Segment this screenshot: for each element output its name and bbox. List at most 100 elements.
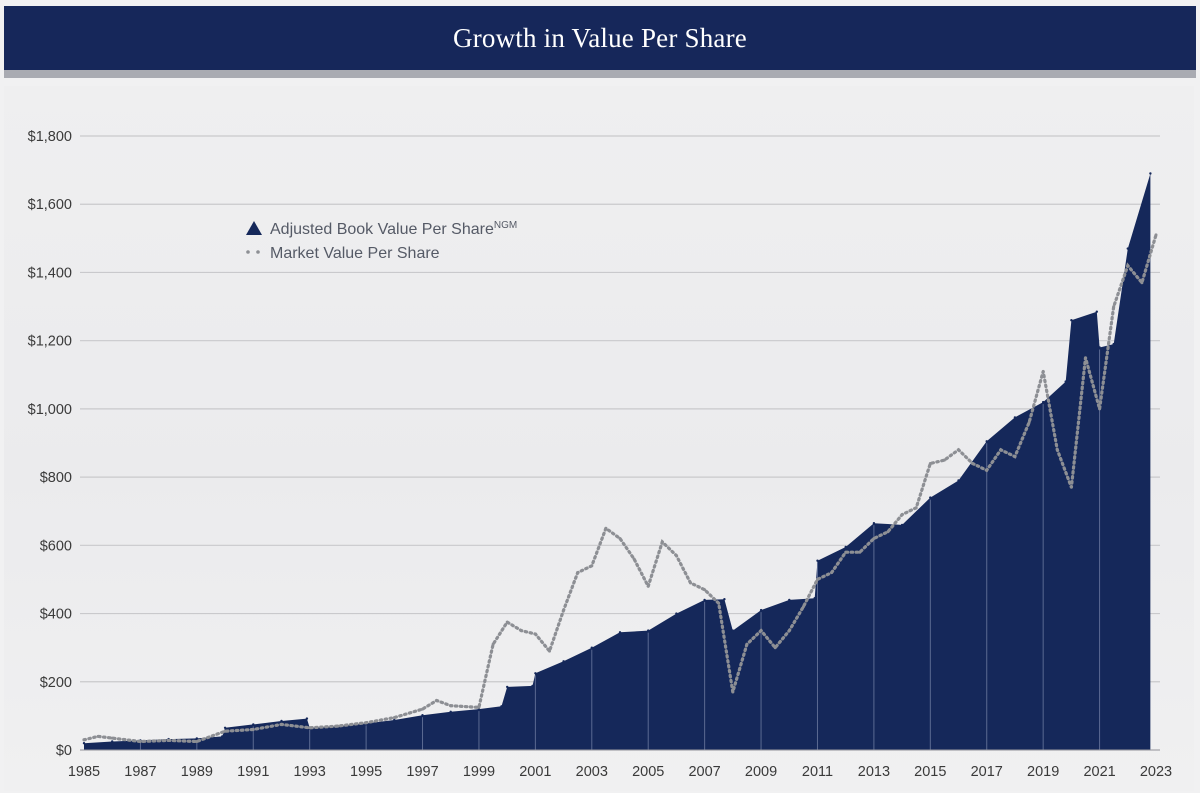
book-value-point: [872, 522, 876, 525]
market-value-point: [1126, 264, 1130, 268]
market-value-point: [971, 462, 975, 465]
y-tick-label: $400: [40, 607, 72, 623]
book-value-point: [647, 629, 650, 632]
market-value-point: [392, 716, 396, 720]
market-value-point: [519, 629, 523, 633]
market-value-point: [999, 448, 1003, 452]
market-value-point: [618, 537, 622, 540]
x-tick-label: 1999: [463, 764, 495, 780]
legend-label-market-value: Market Value Per Share: [270, 245, 440, 262]
market-value-point: [886, 530, 890, 534]
market-value-point: [336, 724, 340, 728]
market-value-point: [138, 740, 142, 743]
book-value-point: [1126, 247, 1130, 250]
market-value-point: [801, 605, 805, 609]
book-value-point: [759, 608, 763, 612]
book-value-point: [111, 740, 114, 743]
x-tick-label: 2005: [632, 764, 664, 780]
market-value-point: [308, 726, 312, 730]
market-value-point: [435, 699, 439, 702]
x-tick-label: 1995: [350, 764, 382, 780]
market-value-point: [1098, 407, 1102, 411]
book-value-point: [1149, 172, 1152, 175]
book-value-point: [618, 631, 622, 634]
market-value-point: [477, 705, 481, 709]
market-value-point: [280, 722, 283, 726]
book-value-point: [1095, 310, 1099, 313]
legend-triangle-icon: [246, 221, 262, 235]
book-value-point: [280, 719, 283, 723]
market-value-point: [858, 550, 862, 554]
x-tick-label: 2001: [519, 764, 551, 780]
book-value-point: [82, 742, 86, 745]
market-value-point: [576, 571, 580, 575]
market-value-point: [773, 646, 777, 650]
market-value-point: [548, 649, 551, 653]
market-value-point: [717, 601, 721, 605]
legend-superscript: NGM: [494, 220, 517, 231]
book-value-point: [252, 723, 255, 726]
book-value-point: [723, 598, 726, 601]
market-value-point: [689, 581, 692, 585]
book-value-point: [957, 479, 960, 482]
book-value-point: [816, 559, 819, 562]
x-tick-label: 2015: [914, 764, 946, 780]
book-value-point: [393, 718, 396, 722]
market-value-point: [942, 458, 946, 462]
y-tick-label: $1,200: [28, 334, 72, 350]
market-value-point: [674, 554, 678, 558]
market-value-point: [703, 588, 707, 592]
market-value-point: [759, 629, 763, 633]
x-tick-label: 2003: [576, 764, 608, 780]
market-value-point: [1140, 281, 1144, 285]
market-value-point: [562, 608, 566, 612]
market-value-point: [872, 537, 876, 540]
market-value-point: [167, 738, 171, 742]
market-value-point: [957, 448, 960, 452]
book-value-point: [221, 735, 224, 738]
book-value-area: [84, 173, 1151, 750]
market-value-point: [195, 740, 199, 743]
y-tick-label: $800: [40, 470, 72, 486]
x-tick-label: 1989: [181, 764, 213, 780]
y-tick-label: $0: [56, 743, 72, 759]
market-value-point: [491, 642, 495, 646]
market-value-point: [1084, 356, 1087, 360]
market-value-point: [251, 728, 255, 731]
x-tick-label: 1985: [68, 764, 100, 780]
x-tick-label: 1993: [294, 764, 326, 780]
book-value-point: [1070, 319, 1073, 322]
y-tick-label: $1,400: [28, 265, 72, 281]
x-tick-label: 2019: [1027, 764, 1059, 780]
market-value-point: [1027, 421, 1031, 424]
chart-title: Growth in Value Per Share: [453, 22, 747, 53]
x-tick-label: 2021: [1083, 764, 1115, 780]
book-value-point: [675, 612, 678, 615]
book-value-point: [844, 545, 847, 549]
book-value-point: [449, 710, 452, 713]
book-value-point: [1013, 416, 1017, 419]
x-tick-label: 1991: [237, 764, 269, 780]
x-tick-label: 2009: [745, 764, 777, 780]
market-value-point: [364, 721, 368, 725]
market-value-point: [745, 642, 749, 646]
market-value-point: [928, 462, 932, 465]
market-value-point: [1013, 455, 1017, 459]
market-value-point: [82, 738, 86, 742]
market-value-point: [1112, 305, 1116, 309]
y-tick-label: $1,600: [28, 197, 72, 213]
book-value-point: [223, 726, 227, 729]
market-value-point: [830, 571, 834, 575]
chart-title-bar: Growth in Value Per Share: [4, 6, 1196, 78]
market-value-point: [787, 629, 791, 633]
market-value-point: [449, 704, 453, 708]
book-value-point: [534, 672, 537, 675]
market-value-point: [816, 577, 819, 581]
legend-label-book-value: Adjusted Book Value Per ShareNGM: [270, 220, 517, 238]
book-value-point: [1112, 342, 1115, 346]
x-tick-label: 2007: [688, 764, 720, 780]
book-value-point: [788, 598, 791, 602]
market-value-point: [1055, 448, 1059, 452]
market-value-point: [604, 526, 608, 530]
